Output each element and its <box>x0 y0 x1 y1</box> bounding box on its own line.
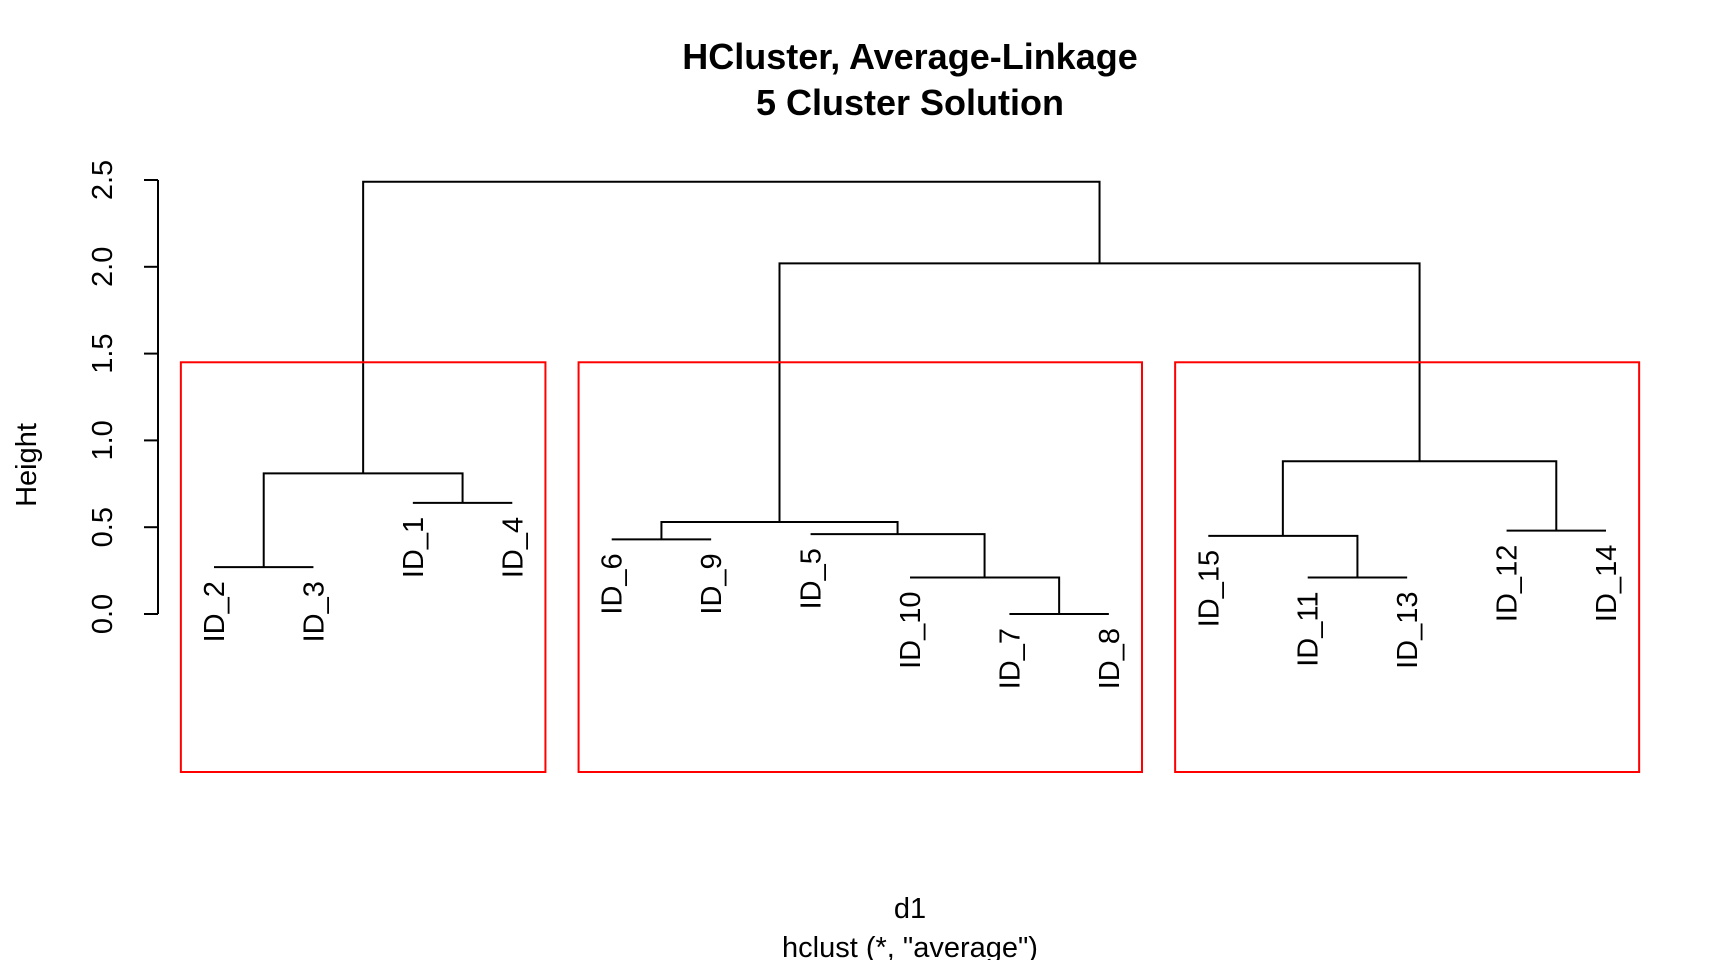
leaf-label-id-6: ID_6 <box>597 553 629 614</box>
y-axis-label: Height <box>11 423 43 507</box>
leaf-label-id-5: ID_5 <box>796 548 828 609</box>
y-axis: 0.0 0.5 1.0 1.5 2.0 2.5 <box>87 160 159 634</box>
y-tick-label-5: 2.5 <box>87 160 119 200</box>
merge-5 <box>910 576 1061 614</box>
cluster-box-2 <box>577 361 1143 773</box>
merge-9 <box>1208 534 1359 578</box>
x-axis-sublabel: hclust (*, "average") <box>782 932 1038 960</box>
leaf-label-id-12: ID_12 <box>1492 545 1524 622</box>
leaf-label-id-11: ID_11 <box>1293 592 1325 667</box>
leaf-label-id-3: ID_3 <box>298 581 330 642</box>
merge-11 <box>1281 460 1558 536</box>
leaf-label-id-9: ID_9 <box>696 553 728 614</box>
merge-6 <box>810 533 986 578</box>
y-tick-label-2: 1.0 <box>87 420 119 460</box>
leaf-label-id-4: ID_4 <box>497 517 529 578</box>
leaf-label-id-15: ID_15 <box>1193 550 1225 627</box>
merge-13 <box>362 180 1101 474</box>
y-tick-label-3: 1.5 <box>87 333 119 373</box>
chart-title: HCluster, Average-Linkage <box>682 36 1137 77</box>
leaf-label-id-13: ID_13 <box>1392 592 1424 669</box>
y-tick-label-4: 2.0 <box>87 247 119 287</box>
leaf-label-id-8: ID_8 <box>1094 628 1126 689</box>
leaf-labels: ID_2 ID_3 ID_1 ID_4 ID_6 ID_9 ID_5 ID_10 ID_7 ID_… <box>199 517 1623 689</box>
cluster-boxes <box>179 361 1641 773</box>
x-axis-label: d1 <box>894 893 926 925</box>
leaf-label-id-10: ID_10 <box>895 592 927 669</box>
leaf-label-id-7: ID_7 <box>994 628 1026 689</box>
leaf-label-id-2: ID_2 <box>199 581 231 642</box>
y-tick-label-1: 0.5 <box>87 507 119 547</box>
merge-12 <box>778 262 1421 522</box>
chart-subtitle: 5 Cluster Solution <box>756 82 1064 123</box>
merge-7 <box>660 520 899 540</box>
merge-2 <box>262 472 464 568</box>
leaf-label-id-1: ID_1 <box>398 517 430 578</box>
leaf-label-id-14: ID_14 <box>1591 545 1623 622</box>
cluster-box-3 <box>1174 361 1641 773</box>
dendrogram-branches <box>214 180 1606 615</box>
y-tick-label-0: 0.0 <box>87 594 119 634</box>
cluster-box-1 <box>179 361 547 773</box>
